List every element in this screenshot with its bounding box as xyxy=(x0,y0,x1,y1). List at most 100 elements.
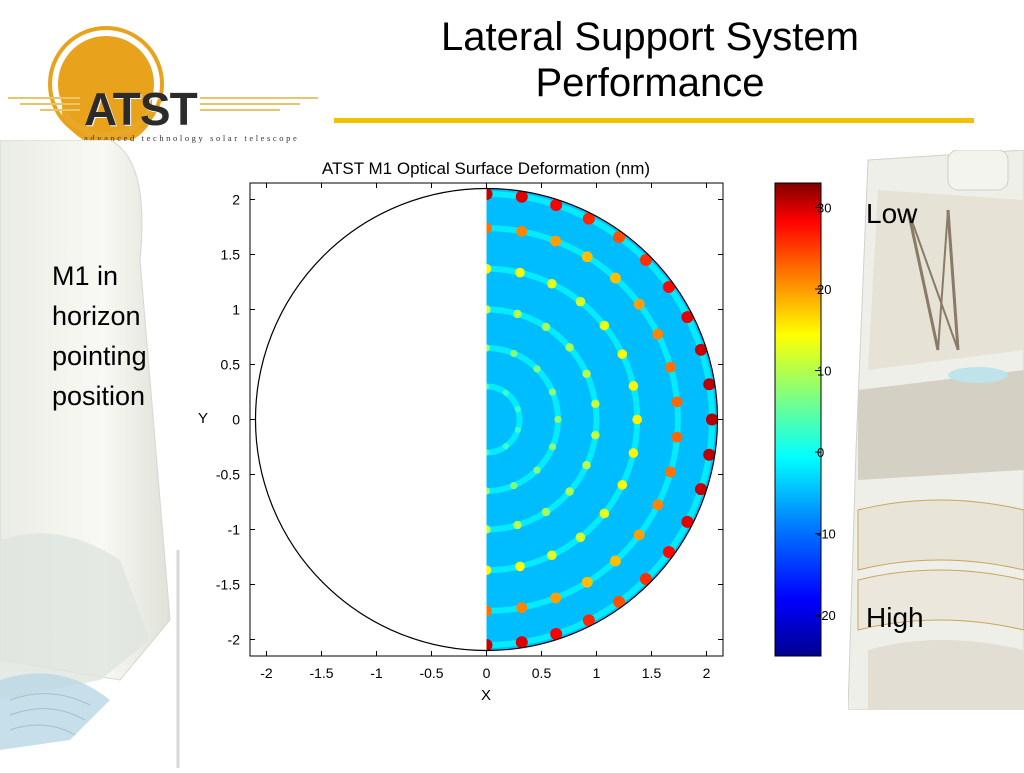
colorbar-tick-label: -20 xyxy=(817,608,836,623)
support-pad-spot xyxy=(703,378,716,391)
support-pad-spot xyxy=(703,448,716,461)
support-pad-spot xyxy=(681,515,694,528)
atst-logo: ATST advanced technology solar telescope xyxy=(0,20,330,147)
y-tick-label: 1 xyxy=(232,302,240,318)
support-pad-spot xyxy=(515,190,528,203)
support-pad-spot xyxy=(533,365,541,373)
support-pad-spot xyxy=(617,349,628,359)
support-pad-spot xyxy=(662,280,675,293)
support-pad-spot xyxy=(514,426,521,433)
logo-text: ATST xyxy=(84,83,198,135)
y-tick-label: -1.5 xyxy=(216,577,240,593)
title-rule xyxy=(334,118,974,123)
atst-logo-graphic xyxy=(8,26,318,147)
colorbar-tick-label: 30 xyxy=(817,200,831,215)
support-pad-spot xyxy=(486,305,491,314)
support-pad-spot xyxy=(652,328,664,340)
support-pad-spot xyxy=(515,561,525,572)
y-tick-label: -1 xyxy=(228,522,241,538)
support-pad-spot xyxy=(486,525,491,534)
support-pad-spot xyxy=(486,222,492,234)
support-pad-spot xyxy=(671,396,683,408)
support-pad-spot xyxy=(671,431,683,443)
support-pad-spot xyxy=(665,361,676,373)
support-pad-spot xyxy=(516,225,528,237)
support-pad-spot xyxy=(554,415,562,424)
support-pad-spot xyxy=(575,296,586,307)
support-ring-band xyxy=(486,225,681,614)
support-pad-spot xyxy=(533,466,541,474)
support-pad-spot xyxy=(486,188,493,200)
colorbar xyxy=(774,182,822,657)
support-pad-spot xyxy=(591,430,600,440)
colorbar-tick-label: 0 xyxy=(817,445,824,460)
support-pad-spot xyxy=(550,592,562,604)
side-annotation-line: pointing xyxy=(52,341,147,371)
telescope-tube-graphic xyxy=(0,139,180,768)
support-pad-spot xyxy=(633,529,645,541)
support-pad-spot xyxy=(514,406,521,413)
support-pad-spot xyxy=(694,343,707,356)
support-pad-spot xyxy=(502,389,509,396)
y-tick-label: 2 xyxy=(232,192,240,208)
support-pad-spot xyxy=(486,605,492,617)
support-pad-spot xyxy=(582,614,595,627)
support-pad-spot xyxy=(565,343,574,352)
colorbar-tick-label: 20 xyxy=(817,282,831,297)
y-tick-label: 0.5 xyxy=(221,357,241,373)
support-pad-spot xyxy=(565,487,574,496)
support-pad-spot xyxy=(610,555,621,567)
support-pad-spot xyxy=(548,388,557,396)
x-tick-label: -1 xyxy=(370,665,383,681)
support-pad-spot xyxy=(582,212,595,225)
support-pad-spot xyxy=(652,499,664,511)
support-pad-spot xyxy=(486,565,492,576)
y-axis: 2 1.5 1 0.5 0 -0.5 -1 -1.5 -2 xyxy=(216,192,723,648)
telescope-tube-illustration xyxy=(0,139,200,768)
x-axis-label: X xyxy=(481,687,491,704)
support-pad-spot xyxy=(581,251,593,263)
support-pad-spot xyxy=(706,413,718,426)
support-pad-spot xyxy=(486,639,493,651)
support-pad-spot xyxy=(662,546,675,559)
support-pad-spot xyxy=(613,231,626,244)
colorbar-ticks: 30 20 10 0 -10 -20 xyxy=(815,200,836,623)
colorbar-low-label: Low xyxy=(866,198,918,229)
colorbar-tick-label: 10 xyxy=(817,364,831,379)
telescope-mount-graphic xyxy=(847,149,1024,711)
support-pad-spot xyxy=(515,636,528,649)
y-tick-label: 0 xyxy=(232,412,240,428)
x-tick-label: 0.5 xyxy=(532,665,552,681)
logo-tagline: advanced technology solar telescope xyxy=(84,133,300,143)
support-pad-spot xyxy=(613,595,626,608)
telescope-mount-illustration xyxy=(847,149,1024,711)
support-pad-spot xyxy=(694,483,707,496)
aperture-outline xyxy=(254,187,719,652)
support-pad-spot xyxy=(550,235,562,247)
colorbar-high-label: High xyxy=(866,602,924,633)
support-pad-spot xyxy=(486,449,490,456)
deformation-chart: ATST M1 Optical Surface Deformation (nm)… xyxy=(195,150,855,710)
support-pad-spot xyxy=(550,627,563,640)
x-axis: -2 -1.5 -1 -0.5 0 0.5 1 1.5 2 xyxy=(260,183,711,681)
support-pad-spot xyxy=(547,278,557,289)
x-tick-label: -1.5 xyxy=(309,665,333,681)
support-pad-spot xyxy=(628,448,639,458)
x-tick-label: -0.5 xyxy=(419,665,443,681)
x-tick-label: 0 xyxy=(483,665,491,681)
y-tick-label: -0.5 xyxy=(216,467,240,483)
support-pad-spot xyxy=(486,264,492,274)
support-pad-spot xyxy=(548,443,557,451)
support-pad-spot xyxy=(632,414,642,425)
chart-title: ATST M1 Optical Surface Deformation (nm) xyxy=(322,159,650,178)
side-annotation: M1 in horizon pointing position xyxy=(52,256,147,416)
support-pad-spot xyxy=(547,550,557,561)
support-pad-spot xyxy=(639,572,652,585)
slide-title-line-2: Performance xyxy=(535,61,765,105)
support-pad-spot xyxy=(599,320,610,331)
support-pad-spot xyxy=(591,399,600,409)
support-pad-spot xyxy=(582,369,591,379)
y-tick-label: -2 xyxy=(228,632,241,648)
support-pad-spot xyxy=(575,532,586,543)
x-tick-label: 2 xyxy=(703,665,711,681)
